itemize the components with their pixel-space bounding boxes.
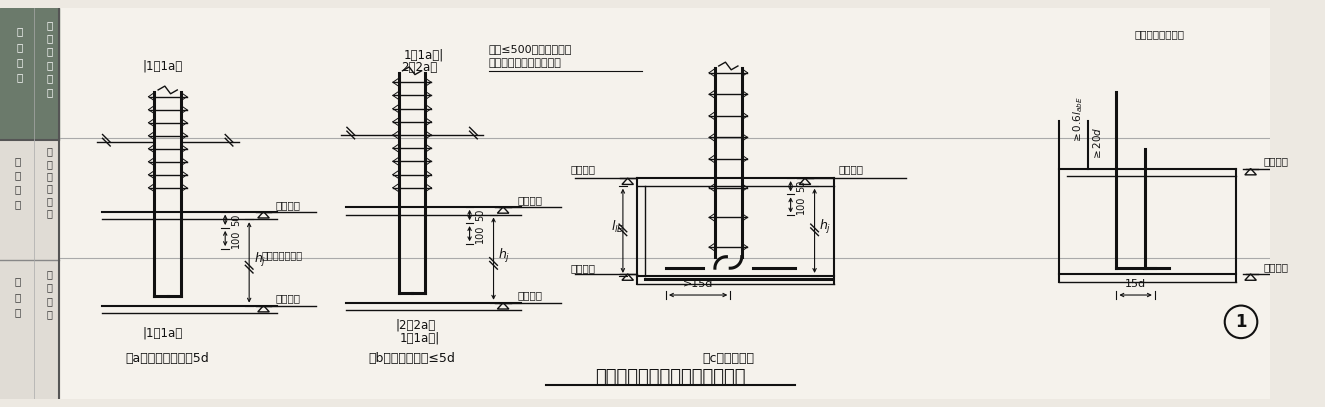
Text: 标: 标 — [46, 146, 53, 156]
Text: 准: 准 — [46, 159, 53, 169]
Text: 造: 造 — [46, 184, 53, 194]
Text: 图: 图 — [46, 208, 53, 219]
Text: 2（2a）: 2（2a） — [401, 61, 437, 74]
Text: $h_j$: $h_j$ — [498, 247, 510, 265]
Text: 间距≤500，且不少于两: 间距≤500，且不少于两 — [489, 44, 572, 54]
Text: 基础底面: 基础底面 — [518, 290, 542, 300]
Text: 100: 100 — [796, 196, 807, 214]
Text: 1（1a）|: 1（1a）| — [403, 49, 444, 62]
Bar — [0, 9, 60, 140]
Text: 标: 标 — [46, 20, 53, 30]
Text: 基: 基 — [15, 185, 20, 195]
Text: 准: 准 — [46, 33, 53, 43]
Text: 基础顶面: 基础顶面 — [570, 164, 595, 174]
Text: 造: 造 — [46, 309, 53, 319]
Text: 基础底板底部钢筋: 基础底板底部钢筋 — [1134, 29, 1185, 39]
Text: 墙身竖向分布钢筋在基础中构造: 墙身竖向分布钢筋在基础中构造 — [595, 368, 746, 386]
Text: 标: 标 — [46, 269, 53, 279]
Text: $\geq 20d$: $\geq 20d$ — [1092, 126, 1104, 161]
Text: 般: 般 — [16, 42, 23, 52]
Text: 条: 条 — [15, 277, 20, 287]
Text: 一: 一 — [16, 26, 23, 37]
Text: 详: 详 — [46, 73, 53, 83]
Text: 锚固区横向钢筋: 锚固区横向钢筋 — [261, 250, 302, 260]
Text: 50: 50 — [231, 214, 241, 226]
Bar — [0, 140, 60, 398]
Text: 构: 构 — [16, 57, 23, 67]
Text: 础: 础 — [15, 199, 20, 209]
Text: 基础底面: 基础底面 — [1263, 262, 1288, 272]
Text: 100: 100 — [231, 229, 241, 248]
Text: 基础底面: 基础底面 — [276, 293, 299, 303]
Text: 图: 图 — [46, 87, 53, 97]
Text: （a）保护层厚度＞5d: （a）保护层厚度＞5d — [126, 352, 209, 365]
Text: 造: 造 — [46, 60, 53, 70]
Text: 1: 1 — [1235, 313, 1247, 331]
Text: 基础顶面: 基础顶面 — [839, 164, 864, 174]
Text: 1（1a）|: 1（1a）| — [400, 331, 440, 344]
Text: $h_j$: $h_j$ — [254, 251, 266, 269]
Text: 基础顶面: 基础顶面 — [276, 200, 299, 210]
Text: |1（1a）: |1（1a） — [143, 60, 183, 73]
Text: 准: 准 — [46, 282, 53, 292]
Text: 基础顶面: 基础顶面 — [518, 195, 542, 205]
Text: 15d: 15d — [1125, 279, 1146, 289]
Text: 造: 造 — [16, 72, 23, 83]
Text: 独: 独 — [15, 156, 20, 166]
Text: （b）保护层厚度≤5d: （b）保护层厚度≤5d — [368, 352, 456, 365]
Text: $\geq 0.6l_{abE}$: $\geq 0.6l_{abE}$ — [1071, 97, 1085, 144]
Text: |1（1a）: |1（1a） — [143, 327, 183, 340]
Text: 50: 50 — [476, 209, 485, 221]
Text: 详: 详 — [46, 196, 53, 206]
Text: |2（2a）: |2（2a） — [396, 318, 436, 331]
Text: （c）搭接连接: （c）搭接连接 — [702, 352, 754, 365]
Text: 构: 构 — [46, 47, 53, 57]
Text: 基: 基 — [15, 307, 20, 317]
Text: 构: 构 — [46, 171, 53, 181]
Text: 基础顶面: 基础顶面 — [1263, 157, 1288, 166]
Text: $h_j$: $h_j$ — [819, 218, 832, 236]
Text: 道水平分布钢筋与拉结筋: 道水平分布钢筋与拉结筋 — [489, 58, 562, 68]
Text: 形: 形 — [15, 292, 20, 302]
Text: 100: 100 — [476, 225, 485, 243]
Text: $l_{lE}$: $l_{lE}$ — [611, 219, 625, 235]
Text: 构: 构 — [46, 296, 53, 306]
Text: 基础底面: 基础底面 — [570, 263, 595, 273]
Text: >15d: >15d — [682, 279, 713, 289]
Text: 50: 50 — [796, 180, 807, 193]
Text: 立: 立 — [15, 170, 20, 180]
